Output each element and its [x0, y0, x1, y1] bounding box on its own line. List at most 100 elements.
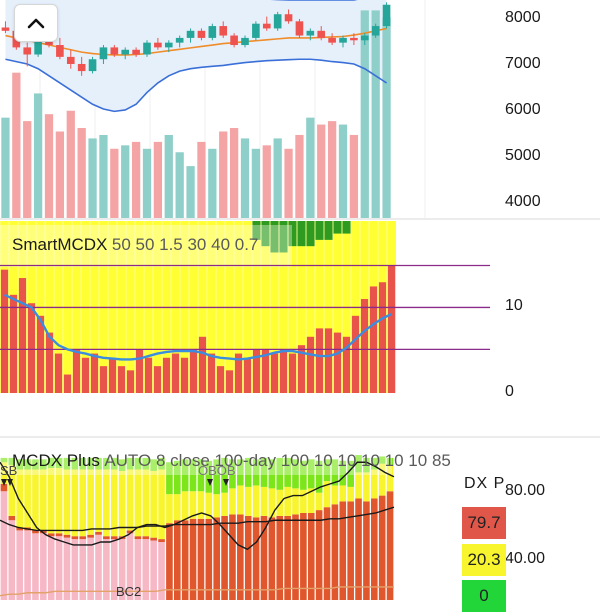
smartmcdx-red-bar: [252, 349, 261, 393]
mcdx-plus-green-segment: [150, 459, 157, 471]
mcdx-plus-red-segment: [95, 531, 102, 535]
mcdx-plus-red-segment: [323, 507, 331, 600]
volume-bar: [382, 17, 391, 218]
mcdx-plus-yellow-segment: [339, 485, 347, 502]
mcdx-plus-red-segment: [276, 515, 284, 600]
candle-body: [339, 37, 347, 43]
smartmcdx-red-bar: [180, 357, 189, 393]
mcdx-plus-pink-segment: [95, 534, 102, 600]
chevron-up-icon: [27, 18, 45, 29]
mcdx-plus-yellow-segment: [32, 469, 39, 531]
mcdx-plus-green-segment: [158, 457, 165, 470]
mcdx-plus-yellow-segment: [126, 469, 134, 531]
mcdx-plus-yellow-segment: [95, 469, 102, 532]
candle-body: [350, 37, 358, 41]
candle-body: [99, 47, 108, 60]
mcdx-plus-yellow-segment: [110, 469, 118, 537]
mcdx-plus-red-segment: [166, 523, 173, 600]
candle-body: [295, 21, 304, 36]
smartmcdx-red-bar: [153, 366, 162, 393]
mcdx-plus-yellow-segment: [252, 485, 260, 518]
mcdx-plus-green-segment: [103, 457, 110, 470]
candle-body: [164, 42, 173, 48]
mcdx-plus-yellow-segment: [158, 469, 165, 540]
mcdx-plus-red-segment: [142, 536, 150, 540]
mcdx-plus-red-segment: [134, 536, 142, 540]
volume-bar: [175, 152, 184, 218]
smartmcdx-green-bar: [306, 221, 315, 247]
mcdx-plus-yellow-segment: [307, 488, 315, 513]
mcdx-plus-red-segment: [347, 501, 354, 600]
volume-bar: [219, 131, 228, 218]
annotation-bc2: BC2: [116, 584, 142, 599]
smartmcdx-red-bar: [333, 332, 342, 393]
mcdx-plus-green-segment: [110, 457, 118, 470]
mcdx-plus-green-segment: [284, 457, 291, 487]
mcdx-plus-green-segment: [24, 459, 31, 470]
mcdx-plus-pink-segment: [8, 520, 16, 600]
mcdx-plus-green-segment: [300, 460, 307, 490]
volume-bar: [317, 124, 326, 218]
mcdx-plus-red-segment: [79, 536, 87, 540]
smartmcdx-red-bar: [126, 370, 135, 393]
mcdx-plus-yellow-segment: [355, 472, 362, 499]
smartmcdx-legend[interactable]: SmartMCDX 50 50 1.5 30 40 0.7: [12, 235, 258, 255]
mcdx-plus-green-segment: [181, 459, 189, 492]
mcdx-plus-yellow-segment: [150, 470, 157, 538]
smartmcdx-red-bar: [117, 366, 126, 393]
mcdx-plus-yellow-segment: [8, 465, 16, 516]
smartmcdx-green-bar: [342, 221, 351, 234]
candle-body: [382, 4, 391, 27]
mcdx-plus-green-segment: [79, 457, 87, 470]
smartmcdx-red-bar: [63, 374, 72, 393]
smartmcdx-green-bar: [288, 221, 297, 247]
mcdx-plus-red-segment: [386, 491, 394, 600]
mcdx-plus-yellow-segment: [16, 469, 24, 528]
volume-bar: [262, 145, 271, 218]
mcdx-plus-red-segment: [370, 498, 378, 600]
smartmcdx-red-bar: [324, 328, 333, 393]
mcdx-plus-green-segment: [95, 457, 102, 470]
mcdx-plus-green-segment: [87, 457, 94, 470]
volume-bar: [55, 131, 65, 218]
smartmcdx-red-bar: [234, 353, 243, 393]
mcdx-plus-green-segment: [197, 459, 205, 492]
smartmcdx-red-bar: [288, 353, 297, 393]
smartmcdx-red-bar: [9, 294, 18, 393]
mcdx-plus-green-segment: [55, 457, 63, 469]
smartmcdx-axis-tick-10: 10: [505, 297, 523, 314]
mcdx-plus-green-segment: [355, 455, 362, 473]
mcdx-plus-yellow-segment: [315, 492, 323, 511]
volume-bar: [338, 124, 348, 218]
mcdx-plus-legend[interactable]: MCDX Plus AUTO 8 close 100-day 100 10 10…: [12, 451, 451, 471]
mcdx-plus-yellow-segment: [284, 486, 291, 516]
mcdx-plus-red-segment: [181, 520, 189, 600]
mcdx-plus-yellow-segment: [331, 485, 339, 505]
mcdx-plus-yellow-segment: [347, 486, 354, 502]
mcdx-plus-pink-segment: [142, 539, 150, 600]
mcdx-plus-green-segment: [47, 457, 55, 469]
mcdx-plus-yellow-segment: [63, 469, 71, 535]
mcdx-plus-pink-segment: [79, 539, 87, 600]
candle-body: [154, 42, 162, 48]
mcdx-plus-green-segment: [126, 457, 134, 470]
smartmcdx-trend-line: [3, 293, 393, 361]
collapse-button[interactable]: [14, 4, 58, 42]
candle-body: [284, 14, 293, 22]
mcdx-plus-red-segment: [363, 501, 370, 600]
dx-red-value: 79.7: [462, 507, 506, 539]
mcdx-plus-green-segment: [8, 457, 16, 466]
volume-bar: [1, 117, 10, 218]
smartmcdx-red-bar: [198, 336, 207, 393]
candle-body: [56, 45, 64, 57]
mcdx-plus-green-segment: [189, 459, 197, 492]
mcdx-plus-red-segment: [284, 515, 291, 600]
mcdx-plus-green-segment: [142, 457, 150, 470]
mcdx-plus-red-segment: [268, 517, 276, 600]
mcdx-plus-green-segment: [276, 457, 284, 490]
mcdx-plus-red-segment: [315, 510, 323, 600]
smartmcdx-green-bar: [270, 221, 279, 253]
candle-body: [110, 47, 119, 55]
candle-body: [175, 37, 184, 43]
